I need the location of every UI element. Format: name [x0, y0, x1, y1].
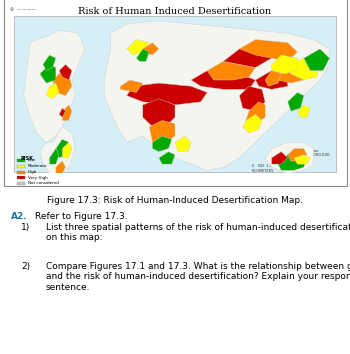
Polygon shape: [239, 86, 265, 111]
Polygon shape: [272, 55, 298, 74]
Polygon shape: [56, 139, 69, 158]
Polygon shape: [278, 152, 307, 170]
Polygon shape: [265, 71, 281, 86]
Text: Low: Low: [28, 158, 36, 162]
Polygon shape: [288, 149, 307, 161]
Polygon shape: [24, 30, 85, 142]
Polygon shape: [288, 58, 320, 80]
Text: Refer to Figure 17.3.: Refer to Figure 17.3.: [35, 212, 128, 221]
Polygon shape: [288, 92, 304, 111]
Polygon shape: [127, 83, 207, 105]
Text: 0   500  1,000      2,000
KILOMETERS: 0 500 1,000 2,000 KILOMETERS: [252, 164, 294, 173]
Polygon shape: [104, 21, 330, 170]
Polygon shape: [294, 155, 310, 164]
Polygon shape: [62, 142, 72, 158]
Polygon shape: [272, 64, 304, 83]
Bar: [17, 159, 25, 162]
FancyBboxPatch shape: [4, 0, 346, 185]
Text: Compare Figures 17.1 and 17.3. What is the relationship between global precipita: Compare Figures 17.1 and 17.3. What is t…: [46, 262, 350, 292]
Text: 2): 2): [21, 262, 30, 271]
Text: ⊕  ————: ⊕ ————: [10, 6, 37, 12]
Text: RISK: RISK: [20, 156, 33, 161]
Polygon shape: [207, 61, 256, 80]
Polygon shape: [127, 40, 149, 55]
Text: Miller Projection
SCALE 1:100,000,000: Miller Projection SCALE 1:100,000,000: [287, 149, 329, 157]
Polygon shape: [40, 127, 75, 177]
Polygon shape: [59, 108, 65, 118]
Bar: [17, 176, 25, 179]
Text: 1): 1): [21, 223, 30, 232]
Polygon shape: [159, 152, 175, 164]
Polygon shape: [272, 152, 288, 164]
Polygon shape: [304, 49, 330, 71]
Polygon shape: [256, 71, 288, 89]
Polygon shape: [120, 80, 143, 92]
Text: Very High: Very High: [28, 176, 48, 179]
Polygon shape: [56, 161, 65, 173]
Polygon shape: [223, 49, 272, 68]
Polygon shape: [265, 142, 314, 173]
Polygon shape: [239, 40, 298, 61]
Polygon shape: [59, 64, 72, 80]
Polygon shape: [52, 71, 72, 96]
Polygon shape: [191, 71, 256, 89]
Text: Figure 17.3: Risk of Human-Induced Desertification Map.: Figure 17.3: Risk of Human-Induced Deser…: [47, 196, 303, 205]
Polygon shape: [149, 120, 175, 142]
Polygon shape: [153, 136, 172, 152]
Polygon shape: [40, 64, 56, 83]
Polygon shape: [136, 49, 149, 61]
Text: Moderate: Moderate: [28, 164, 47, 168]
Polygon shape: [49, 149, 59, 164]
Text: Not considered: Not considered: [28, 181, 59, 185]
Polygon shape: [143, 99, 175, 127]
Polygon shape: [143, 42, 159, 55]
Polygon shape: [46, 83, 59, 99]
Polygon shape: [298, 105, 310, 118]
Bar: [17, 171, 25, 174]
Polygon shape: [62, 105, 72, 120]
Polygon shape: [246, 102, 265, 124]
Text: List three spatial patterns of the risk of human-induced desertification that yo: List three spatial patterns of the risk …: [46, 223, 350, 242]
Polygon shape: [175, 136, 191, 152]
FancyBboxPatch shape: [14, 16, 336, 172]
Polygon shape: [43, 55, 56, 71]
Text: High: High: [28, 170, 37, 174]
Bar: [17, 182, 25, 185]
Bar: [17, 165, 25, 168]
Text: A2.: A2.: [10, 212, 27, 221]
Text: Risk of Human Induced Desertification: Risk of Human Induced Desertification: [78, 6, 272, 16]
Polygon shape: [243, 114, 262, 133]
